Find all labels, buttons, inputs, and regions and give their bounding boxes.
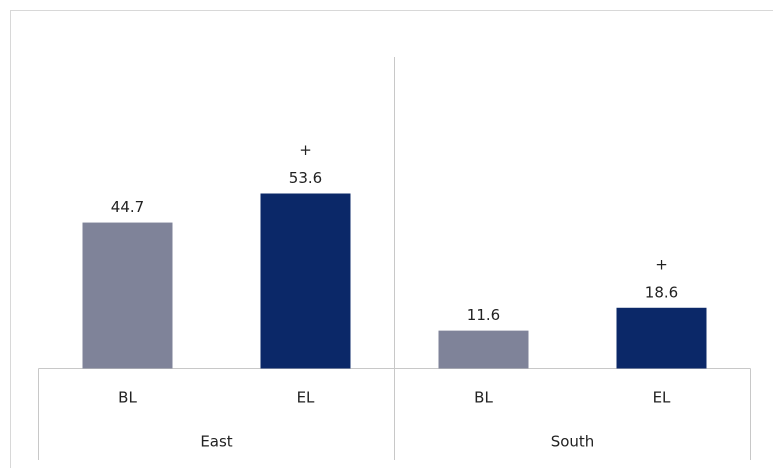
x-tick-label: BL bbox=[474, 389, 493, 407]
x-tick-label: EL bbox=[297, 389, 315, 407]
value-label: 18.6 bbox=[645, 283, 678, 301]
marker-label: + bbox=[299, 141, 312, 159]
group-label: East bbox=[200, 433, 232, 451]
bar bbox=[438, 330, 529, 369]
value-label: 11.6 bbox=[467, 306, 500, 324]
value-label: 53.6 bbox=[289, 169, 322, 187]
x-tick-label: BL bbox=[118, 389, 137, 407]
bar bbox=[260, 193, 351, 369]
x-tick-label: EL bbox=[653, 389, 671, 407]
bar bbox=[82, 222, 173, 369]
value-label: 44.7 bbox=[111, 198, 144, 216]
frame bbox=[10, 10, 773, 468]
bar bbox=[616, 307, 707, 369]
group-label: South bbox=[551, 433, 595, 451]
marker-label: + bbox=[655, 255, 668, 273]
